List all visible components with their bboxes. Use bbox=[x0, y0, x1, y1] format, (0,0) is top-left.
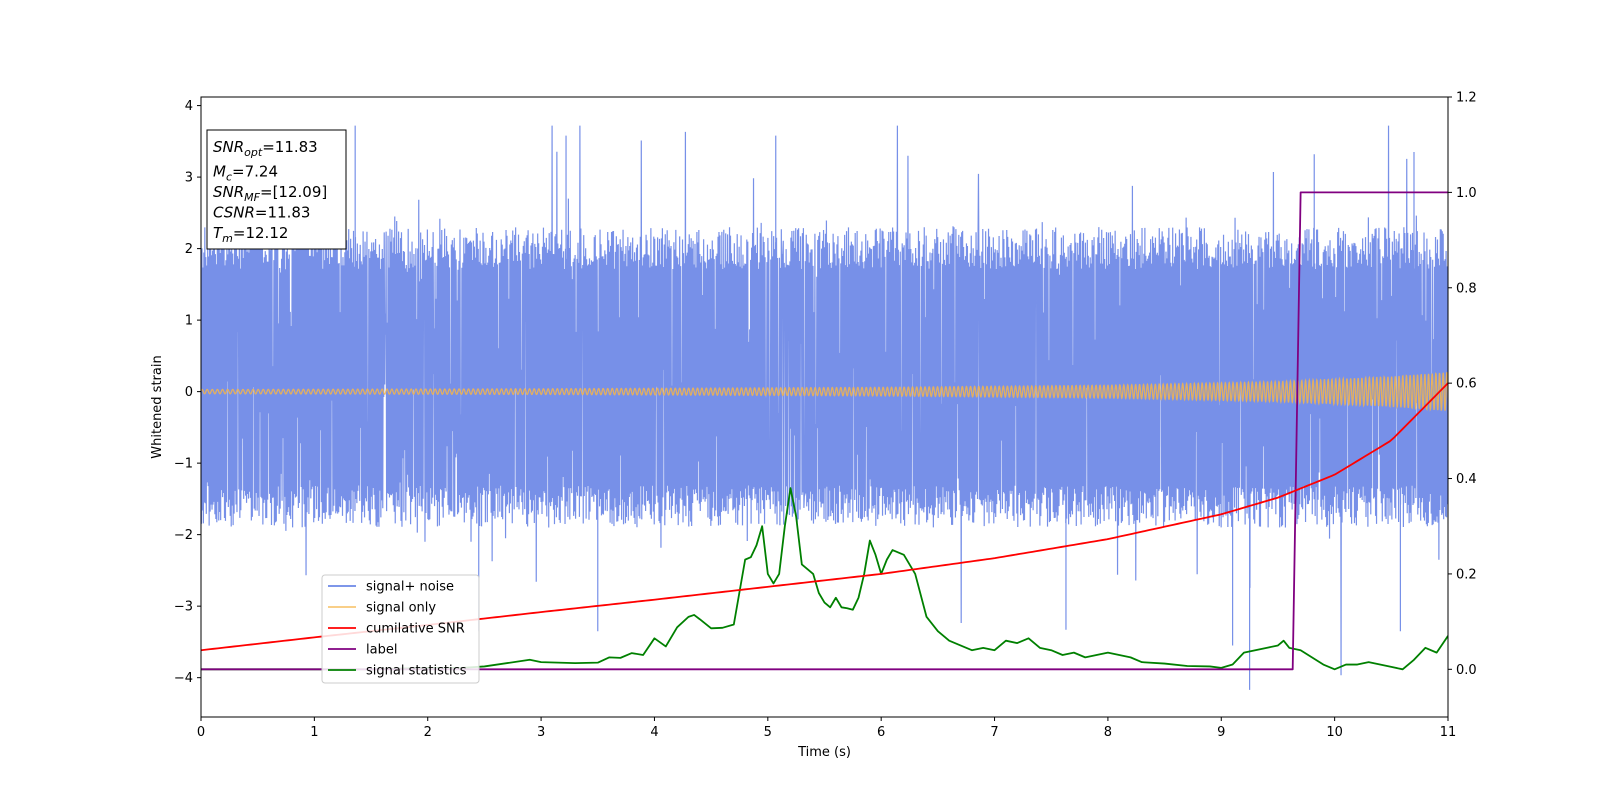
info-line: Mc=7.24 bbox=[213, 163, 278, 184]
y-tick-label: 1 bbox=[185, 314, 193, 329]
y-axis-label: Whitened strain bbox=[150, 355, 165, 458]
y2-tick-label: 1.2 bbox=[1456, 91, 1477, 106]
x-tick-label: 6 bbox=[877, 725, 885, 740]
x-tick-label: 5 bbox=[764, 725, 772, 740]
info-box: SNRopt=11.83 Mc=7.24SNRMF=[12.09]CSNR=11.… bbox=[206, 129, 347, 250]
legend-label: signal only bbox=[366, 601, 436, 616]
x-tick-label: 7 bbox=[990, 725, 998, 740]
x-tick-label: 4 bbox=[650, 725, 658, 740]
y2-tick-label: 0.0 bbox=[1456, 663, 1477, 678]
series-signal-only bbox=[201, 371, 1448, 412]
legend-frame bbox=[321, 574, 480, 684]
x-tick-label: 8 bbox=[1104, 725, 1112, 740]
legend-label: cumilative SNR bbox=[366, 622, 465, 637]
series-label bbox=[201, 191, 1448, 671]
x-tick-label: 0 bbox=[197, 725, 205, 740]
y-tick-label: 0 bbox=[185, 385, 193, 400]
info-line: SNRMF=[12.09] bbox=[213, 183, 327, 204]
y2-tick-label: 0.4 bbox=[1456, 472, 1477, 487]
x-tick-label: 9 bbox=[1217, 725, 1225, 740]
plot-frame bbox=[200, 96, 1449, 718]
y-tick-label: 4 bbox=[185, 99, 193, 114]
info-line: CSNR=11.83 bbox=[213, 204, 310, 222]
y2-tick-label: 0.6 bbox=[1456, 377, 1477, 392]
axes: 0 1 2 3 4 5 6 7 8 9 10 11 −4 −3 −2 −1 0 1 2 3 4 0.0 0.2 0.4 0.6 0… bbox=[174, 91, 1477, 741]
y2-tick-label: 0.8 bbox=[1456, 281, 1477, 296]
legend: signal+ noise signal only cumilative SNR la… bbox=[321, 574, 480, 684]
x-tick-label: 3 bbox=[537, 725, 545, 740]
y-tick-label: −3 bbox=[174, 600, 193, 615]
x-tick-label: 2 bbox=[424, 725, 432, 740]
x-axis-label: Time (s) bbox=[797, 745, 851, 760]
series-signal-statistics bbox=[201, 487, 1448, 671]
info-line: SNRopt=11.83 bbox=[213, 138, 318, 159]
y-tick-label: −1 bbox=[174, 457, 193, 472]
series-signal-noise bbox=[201, 125, 1448, 690]
y-tick-label: 2 bbox=[185, 242, 193, 257]
legend-label: signal statistics bbox=[366, 664, 467, 679]
y2-tick-label: 1.0 bbox=[1456, 186, 1477, 201]
y-tick-label: −2 bbox=[174, 528, 193, 543]
y-tick-label: 3 bbox=[185, 171, 193, 186]
info-box-frame bbox=[206, 129, 347, 250]
legend-label: signal+ noise bbox=[366, 580, 454, 595]
y-tick-label: −4 bbox=[174, 671, 193, 686]
legend-label: label bbox=[366, 643, 397, 658]
x-tick-label: 11 bbox=[1440, 725, 1457, 740]
x-tick-label: 10 bbox=[1326, 725, 1343, 740]
x-tick-label: 1 bbox=[310, 725, 318, 740]
y2-tick-label: 0.2 bbox=[1456, 567, 1477, 582]
info-line: Tm=12.12 bbox=[213, 224, 288, 245]
